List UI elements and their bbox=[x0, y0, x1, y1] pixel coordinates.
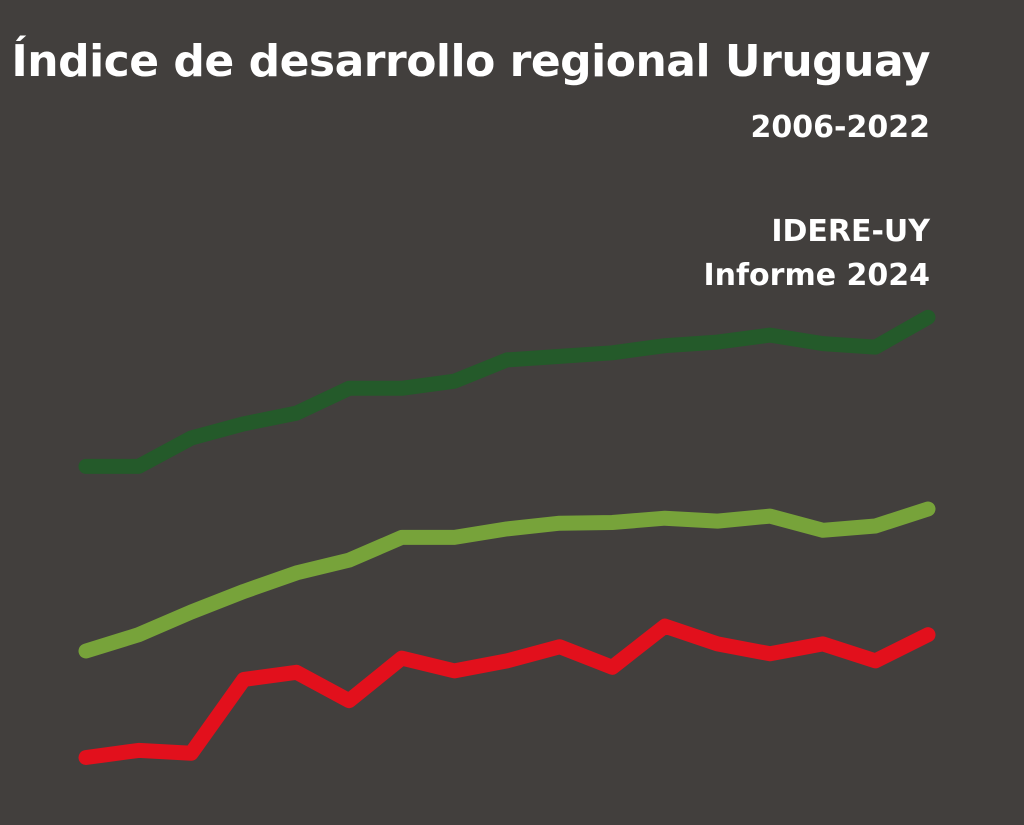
series-red-line bbox=[78, 618, 936, 765]
series-light-green-line bbox=[78, 501, 936, 659]
series-dark-green-line bbox=[78, 309, 936, 474]
series-layer bbox=[78, 309, 936, 765]
report-block: IDERE-UY Informe 2024 bbox=[703, 210, 930, 298]
report-edition: Informe 2024 bbox=[703, 258, 930, 293]
report-acronym: IDERE-UY bbox=[771, 214, 930, 249]
cover-title: Índice de desarrollo regional Uruguay bbox=[11, 36, 930, 87]
cover-subtitle: 2006-2022 bbox=[750, 110, 930, 145]
